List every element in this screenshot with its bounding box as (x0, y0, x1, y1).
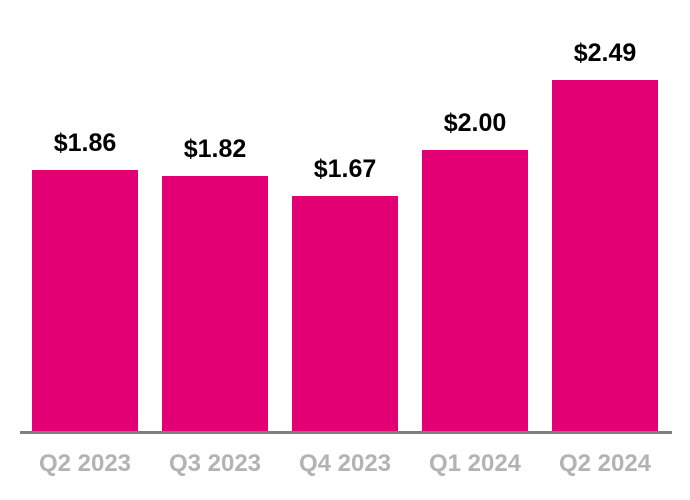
data-label-q3-2023: $1.82 (183, 135, 247, 163)
data-label-q2-2024: $2.49 (573, 39, 637, 67)
x-tick-q1-2024: Q1 2024 (428, 450, 522, 477)
x-tick-q4-2023: Q4 2023 (298, 450, 392, 477)
bar-q3-2023 (162, 176, 268, 432)
x-tick-q2-2024: Q2 2024 (558, 450, 652, 477)
data-label-q2-2023: $1.86 (53, 129, 117, 157)
x-axis-line (20, 431, 672, 434)
data-label-q4-2023: $1.67 (313, 155, 377, 183)
bar-q2-2023 (32, 170, 138, 432)
bar-q4-2023 (292, 196, 398, 432)
bar-q2-2024 (552, 80, 658, 432)
data-label-q1-2024: $2.00 (443, 109, 507, 137)
bar-q1-2024 (422, 150, 528, 432)
x-tick-q2-2023: Q2 2023 (38, 450, 132, 477)
x-tick-q3-2023: Q3 2023 (168, 450, 262, 477)
